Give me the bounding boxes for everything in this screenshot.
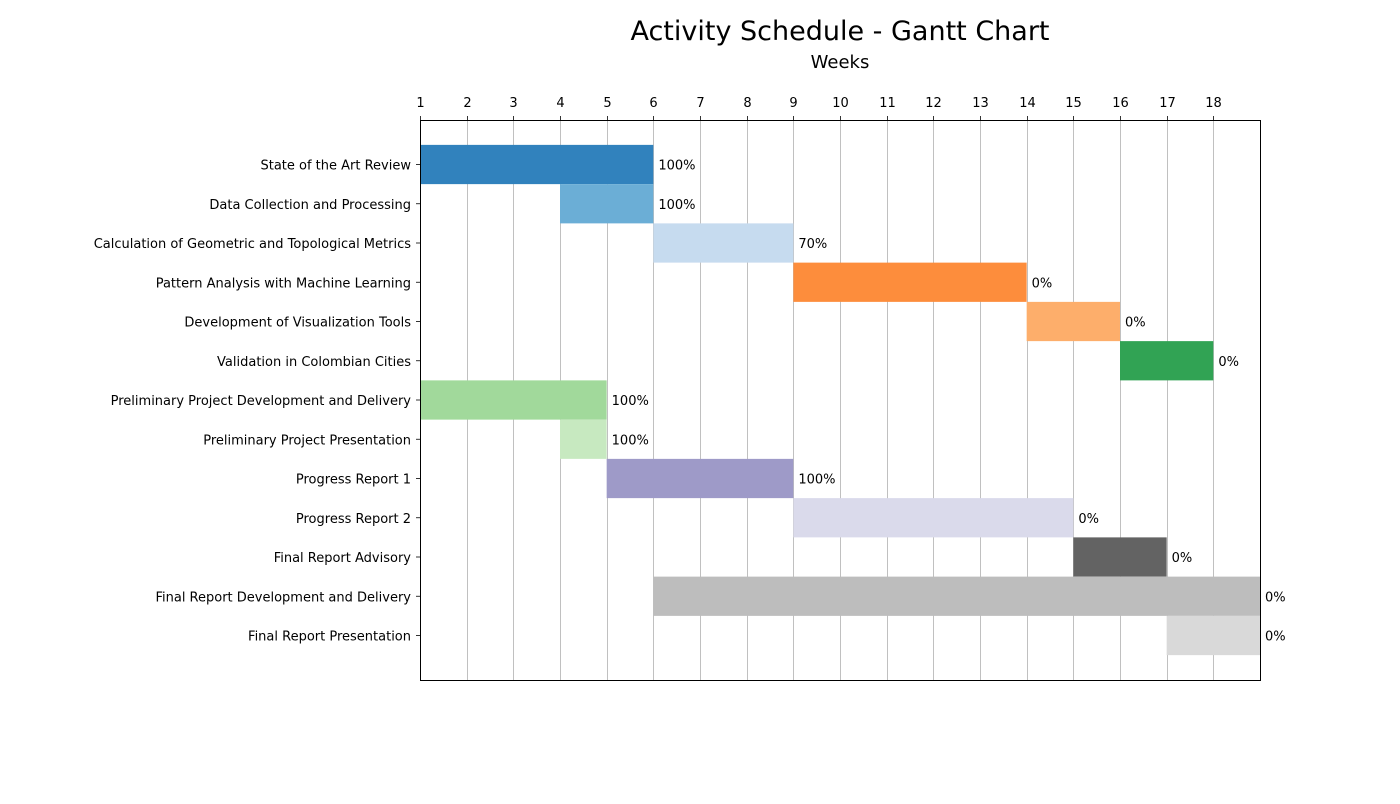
progress-label: 0%	[1032, 276, 1053, 291]
y-tick-label: Development of Visualization Tools	[184, 316, 411, 331]
progress-label: 100%	[612, 433, 649, 448]
x-tick-label: 17	[1159, 96, 1176, 111]
progress-label: 100%	[658, 159, 695, 174]
task-bar	[793, 498, 1074, 538]
chart-title: Activity Schedule - Gantt Chart	[630, 16, 1049, 47]
y-tick-label: Final Report Development and Delivery	[155, 590, 411, 605]
x-tick-label: 7	[696, 96, 704, 111]
x-tick-label: 3	[509, 96, 517, 111]
task-bar	[1026, 301, 1120, 342]
x-tick-label: 15	[1065, 96, 1082, 111]
task-bar	[1073, 537, 1167, 577]
plot-frame	[420, 120, 1261, 681]
y-tick-label: Data Collection and Processing	[209, 198, 411, 213]
x-tick-label: 16	[1112, 96, 1129, 111]
y-tick-label: Final Report Presentation	[248, 630, 411, 645]
task-bar	[793, 262, 1027, 302]
task-bar	[653, 576, 1260, 616]
task-bar	[653, 223, 794, 263]
x-tick-label: 8	[743, 96, 751, 111]
bar-layer	[420, 144, 1260, 656]
y-tick-label: Progress Report 2	[296, 512, 411, 527]
x-tick-label: 13	[972, 96, 989, 111]
tick-layer: 1 2 3 4 5 6 7 8 9 10 11 12 13 14 15 16 17 18	[416, 96, 1222, 636]
progress-label: 0%	[1125, 316, 1146, 331]
progress-label: 0%	[1265, 590, 1286, 605]
task-bar	[1120, 341, 1214, 381]
y-tick-label: Pattern Analysis with Machine Learning	[156, 276, 411, 291]
progress-label: 0%	[1078, 512, 1099, 527]
progress-label: 100%	[658, 198, 695, 213]
x-tick-label: 10	[832, 96, 849, 111]
task-bar	[1166, 615, 1260, 656]
y-tick-label: Final Report Advisory	[274, 551, 412, 566]
x-tick-label: 11	[879, 96, 896, 111]
x-tick-label: 2	[463, 96, 471, 111]
label-layer: State of the Art Review 100% Data Collecti…	[94, 159, 1286, 645]
x-tick-label: 14	[1019, 96, 1036, 111]
x-tick-label: 18	[1205, 96, 1222, 111]
x-tick-label: 1	[416, 96, 424, 111]
task-bar	[560, 184, 654, 224]
x-tick-label: 4	[556, 96, 564, 111]
y-tick-label: Validation in Colombian Cities	[217, 355, 411, 370]
y-tick-label: Calculation of Geometric and Topological…	[94, 237, 412, 252]
task-bar	[606, 458, 794, 499]
y-tick-label: Progress Report 1	[296, 473, 411, 488]
task-bar	[420, 144, 654, 185]
progress-label: 0%	[1172, 551, 1193, 566]
task-bar	[560, 419, 607, 459]
x-tick-label: 12	[925, 96, 942, 111]
progress-label: 100%	[798, 473, 835, 488]
x-tick-label: 5	[603, 96, 611, 111]
progress-label: 100%	[612, 394, 649, 409]
x-tick-label: 6	[649, 96, 657, 111]
y-tick-label: Preliminary Project Presentation	[203, 433, 411, 448]
y-tick-label: Preliminary Project Development and Deli…	[111, 394, 412, 409]
x-tick-label: 9	[789, 96, 797, 111]
progress-label: 70%	[798, 237, 827, 252]
progress-label: 0%	[1265, 630, 1286, 645]
task-bar	[420, 380, 607, 420]
x-axis-label: Weeks	[811, 52, 870, 73]
progress-label: 0%	[1218, 355, 1239, 370]
y-tick-label: State of the Art Review	[260, 159, 411, 174]
